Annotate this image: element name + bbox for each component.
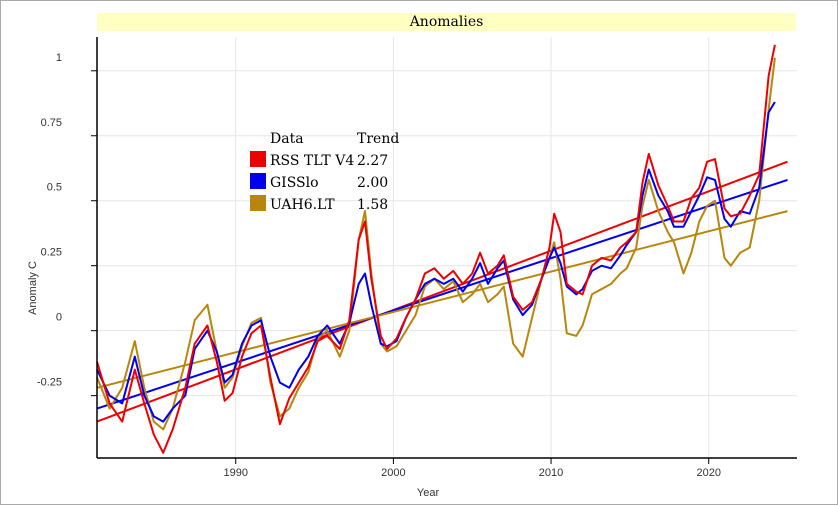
series-line-uah6-lt (96, 57, 776, 431)
x-tick-label: 1990 (223, 467, 247, 479)
trend-line-gisslo (96, 178, 788, 410)
legend-swatch (250, 173, 266, 189)
y-tick-label: 0.25 (41, 247, 62, 259)
trend-line-rss-tlt-v4 (96, 160, 788, 423)
axes (96, 37, 797, 459)
legend-swatch (250, 151, 266, 167)
x-axis-label: Year (417, 487, 440, 499)
legend-header-trend: Trend (357, 131, 399, 147)
series-line-gisslo (96, 101, 776, 423)
grid (97, 37, 797, 458)
y-axis-label: Anomaly C (27, 261, 39, 315)
legend-entry-name: GISSlo (270, 175, 319, 191)
legend-swatch (250, 195, 266, 211)
chart-title: Anomalies (97, 13, 796, 31)
x-tick-label: 2010 (539, 467, 563, 479)
ticks: 1990 2000 2010 2020 1 0.75 0.5 0.25 0 -0.25 (37, 52, 721, 479)
trend-line-uah6-lt (96, 210, 788, 389)
y-tick-label: 0.5 (47, 182, 62, 194)
y-tick-label: 1 (56, 52, 62, 64)
legend: Data Trend RSS TLT V4 2.27 GISSlo 2.00 UAH6.… (250, 131, 399, 213)
y-tick-label: 0.75 (41, 117, 62, 129)
series-lines (96, 44, 776, 454)
legend-entry-name: UAH6.LT (270, 197, 335, 213)
legend-entry-trend: 2.00 (357, 175, 388, 191)
x-tick-label: 2020 (696, 467, 720, 479)
legend-header-data: Data (270, 131, 304, 147)
legend-entry-name: RSS TLT V4 (270, 153, 354, 169)
series-line-rss-tlt-v4 (96, 44, 776, 454)
y-tick-label: -0.25 (37, 377, 62, 389)
legend-entry-trend: 2.27 (357, 153, 388, 169)
legend-entry-trend: 1.58 (357, 197, 388, 213)
x-tick-label: 2000 (381, 467, 405, 479)
y-tick-label: 0 (56, 312, 62, 324)
